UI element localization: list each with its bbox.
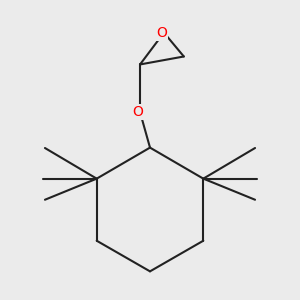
Text: O: O bbox=[133, 105, 143, 119]
Text: O: O bbox=[157, 26, 167, 40]
